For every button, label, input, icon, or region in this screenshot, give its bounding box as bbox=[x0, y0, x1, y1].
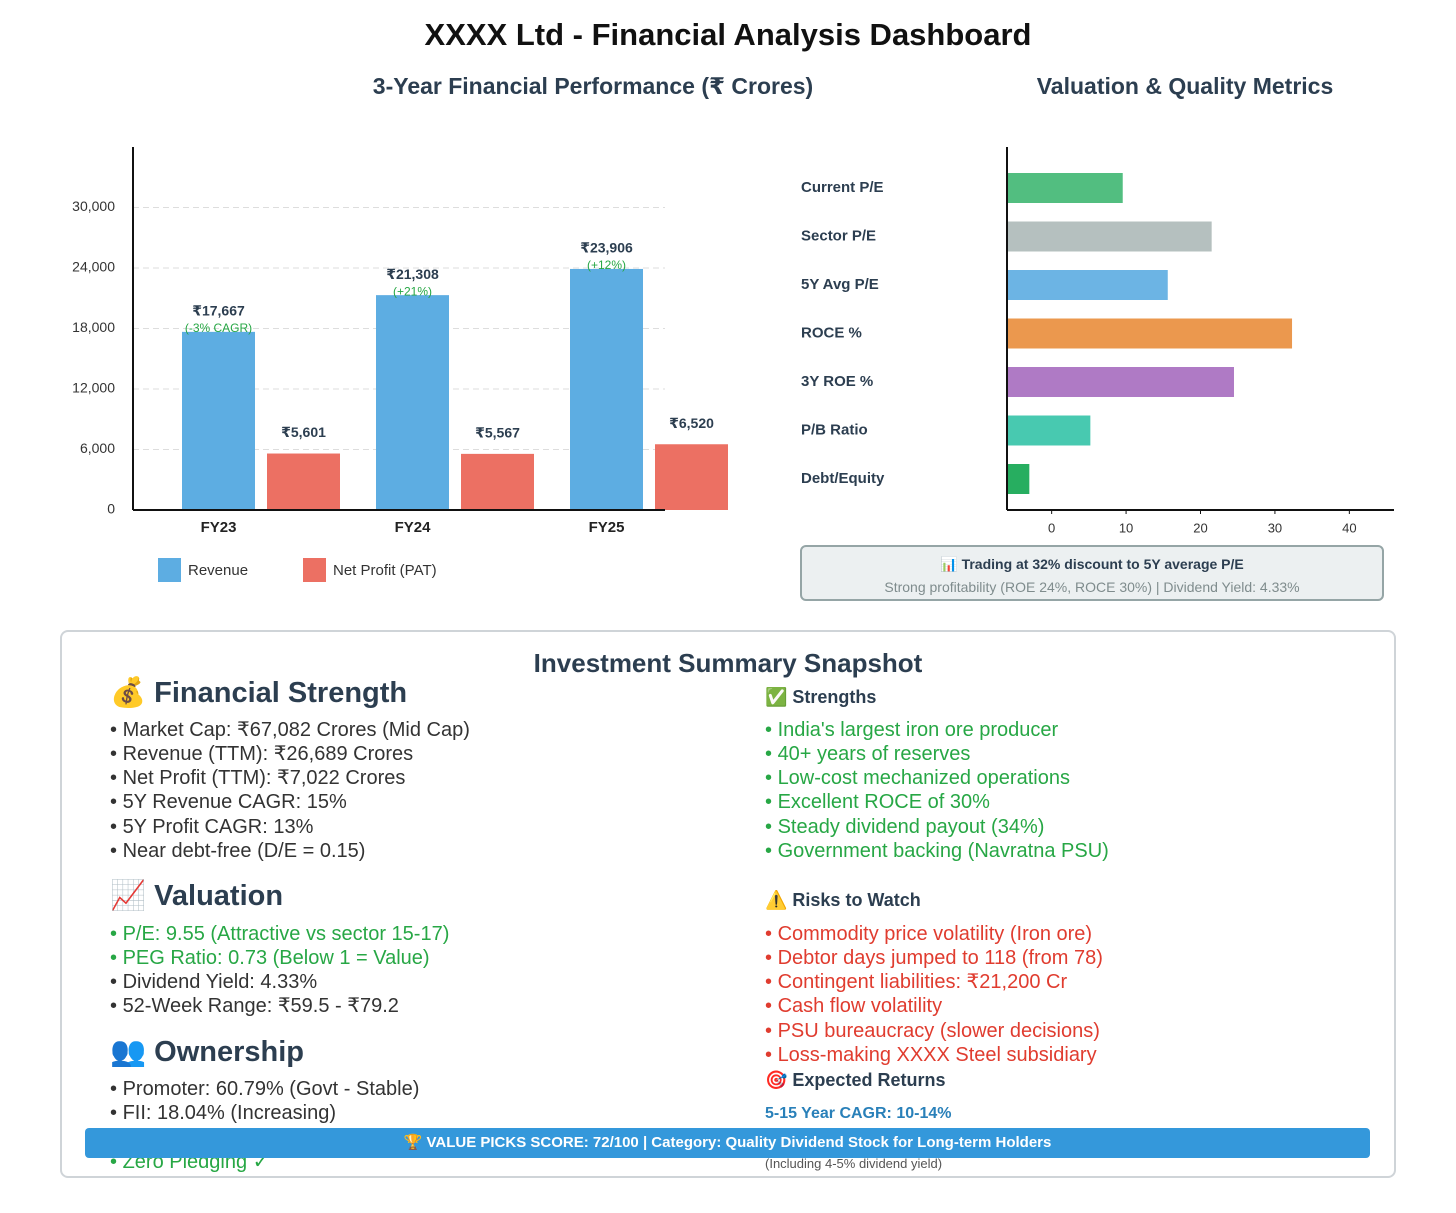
section-heading: 🎯 Expected Returns bbox=[765, 1070, 946, 1090]
item: Dividend Yield: 4.33% bbox=[110, 970, 318, 994]
expected-cagr: 5-15 Year CAGR: 10-14% bbox=[765, 1105, 952, 1122]
bar bbox=[1007, 173, 1123, 203]
item: Low-cost mechanized operations bbox=[765, 766, 1070, 790]
bar bbox=[376, 295, 449, 510]
chart-title: 3-Year Financial Performance (₹ Crores) bbox=[373, 73, 813, 99]
page-title: XXXX Ltd - Financial Analysis Dashboard bbox=[425, 17, 1032, 52]
y-tick-label: Debt/Equity bbox=[801, 470, 885, 487]
item: Loss-making XXXX Steel subsidiary bbox=[765, 1043, 1097, 1067]
bar bbox=[570, 268, 643, 510]
item: Contingent liabilities: ₹21,200 Cr bbox=[765, 970, 1068, 994]
y-tick-label: 5Y Avg P/E bbox=[801, 276, 879, 293]
y-tick-label: 0 bbox=[107, 501, 115, 517]
x-tick-label: 20 bbox=[1193, 520, 1207, 535]
x-tick-label: 10 bbox=[1119, 520, 1133, 535]
bar bbox=[1007, 221, 1212, 252]
bar bbox=[1007, 415, 1091, 446]
chart-title: Valuation & Quality Metrics bbox=[1037, 73, 1334, 99]
item: 5Y Revenue CAGR: 15% bbox=[110, 790, 347, 814]
value-label: ₹5,601 bbox=[281, 424, 326, 440]
bar bbox=[655, 444, 728, 510]
value-label: ₹23,906 bbox=[580, 240, 633, 256]
item: 52-Week Range: ₹59.5 - ₹79.2 bbox=[110, 994, 399, 1018]
section-heading: 💰 Financial Strength bbox=[110, 677, 408, 709]
section-heading: 📈 Valuation bbox=[110, 880, 284, 912]
item: Cash flow volatility bbox=[765, 994, 943, 1018]
section-heading: ⚠️ Risks to Watch bbox=[765, 890, 921, 910]
bar-annotation: (-3% CAGR) bbox=[185, 321, 252, 335]
bar bbox=[1007, 318, 1293, 349]
y-tick-label: 3Y ROE % bbox=[801, 373, 873, 390]
item: Steady dividend payout (34%) bbox=[765, 815, 1045, 839]
item: Debtor days jumped to 118 (from 78) bbox=[765, 946, 1103, 970]
bar bbox=[1007, 464, 1030, 494]
item: Promoter: 60.79% (Govt - Stable) bbox=[110, 1077, 420, 1101]
note-headline: 📊 Trading at 32% discount to 5Y average … bbox=[940, 556, 1244, 572]
y-tick-label: Current P/E bbox=[801, 179, 884, 196]
summary-title: Investment Summary Snapshot bbox=[533, 648, 923, 678]
legend-label: Revenue bbox=[188, 562, 248, 579]
item: Net Profit (TTM): ₹7,022 Crores bbox=[110, 766, 406, 790]
value-label: ₹21,308 bbox=[386, 266, 439, 282]
y-tick-label: 24,000 bbox=[72, 259, 115, 275]
x-tick-label: 30 bbox=[1268, 520, 1282, 535]
note-detail: Strong profitability (ROE 24%, ROCE 30%)… bbox=[884, 579, 1300, 595]
y-tick-label: 18,000 bbox=[72, 319, 115, 335]
x-tick-label: 0 bbox=[1048, 520, 1055, 535]
charts: XXXX Ltd - Financial Analysis Dashboard … bbox=[72, 17, 1394, 582]
item: PEG Ratio: 0.73 (Below 1 = Value) bbox=[110, 946, 430, 970]
item: 5Y Profit CAGR: 13% bbox=[110, 815, 314, 839]
y-tick-label: 30,000 bbox=[72, 198, 115, 214]
valuation-note: 📊 Trading at 32% discount to 5Y average … bbox=[800, 545, 1384, 601]
section-heading: 👥 Ownership bbox=[110, 1036, 305, 1068]
value-label: ₹6,520 bbox=[669, 415, 714, 431]
value-label: ₹17,667 bbox=[192, 303, 245, 319]
item: P/E: 9.55 (Attractive vs sector 15-17) bbox=[110, 922, 450, 946]
item: Market Cap: ₹67,082 Crores (Mid Cap) bbox=[110, 718, 470, 742]
item: Revenue (TTM): ₹26,689 Crores bbox=[110, 742, 414, 766]
bar bbox=[1007, 270, 1168, 300]
bar-annotation: (+21%) bbox=[393, 284, 432, 298]
value-label: ₹5,567 bbox=[475, 425, 520, 441]
bar bbox=[461, 453, 534, 510]
item: Near debt-free (D/E = 0.15) bbox=[110, 839, 366, 863]
y-tick-label: P/B Ratio bbox=[801, 421, 868, 438]
y-tick-label: Sector P/E bbox=[801, 227, 876, 244]
item: FII: 18.04% (Increasing) bbox=[110, 1101, 336, 1125]
bar bbox=[1007, 367, 1234, 397]
item: Commodity price volatility (Iron ore) bbox=[765, 922, 1093, 946]
x-tick-label: FY24 bbox=[395, 519, 432, 536]
y-tick-label: 6,000 bbox=[80, 440, 115, 456]
item: Excellent ROCE of 30% bbox=[765, 790, 990, 814]
x-tick-label: FY23 bbox=[201, 519, 237, 536]
x-tick-label: FY25 bbox=[589, 519, 625, 536]
section-heading: ✅ Strengths bbox=[765, 687, 877, 707]
item: 40+ years of reserves bbox=[765, 742, 971, 766]
item: India's largest iron ore producer bbox=[765, 718, 1059, 742]
legend-swatch bbox=[158, 558, 181, 582]
y-tick-label: ROCE % bbox=[801, 324, 862, 341]
legend-swatch bbox=[303, 558, 326, 582]
score-banner: 🏆 VALUE PICKS SCORE: 72/100 | Category: … bbox=[85, 1128, 1370, 1158]
legend-label: Net Profit (PAT) bbox=[333, 562, 437, 579]
bar bbox=[182, 331, 255, 510]
bar-annotation: (+12%) bbox=[587, 258, 626, 272]
bar bbox=[267, 453, 340, 510]
summary-panel bbox=[60, 630, 1396, 1178]
item: PSU bureaucracy (slower decisions) bbox=[765, 1019, 1100, 1043]
x-tick-label: 40 bbox=[1342, 520, 1356, 535]
item: Government backing (Navratna PSU) bbox=[765, 839, 1109, 863]
expected-note: (Including 4-5% dividend yield) bbox=[765, 1156, 943, 1171]
y-tick-label: 12,000 bbox=[72, 380, 115, 396]
